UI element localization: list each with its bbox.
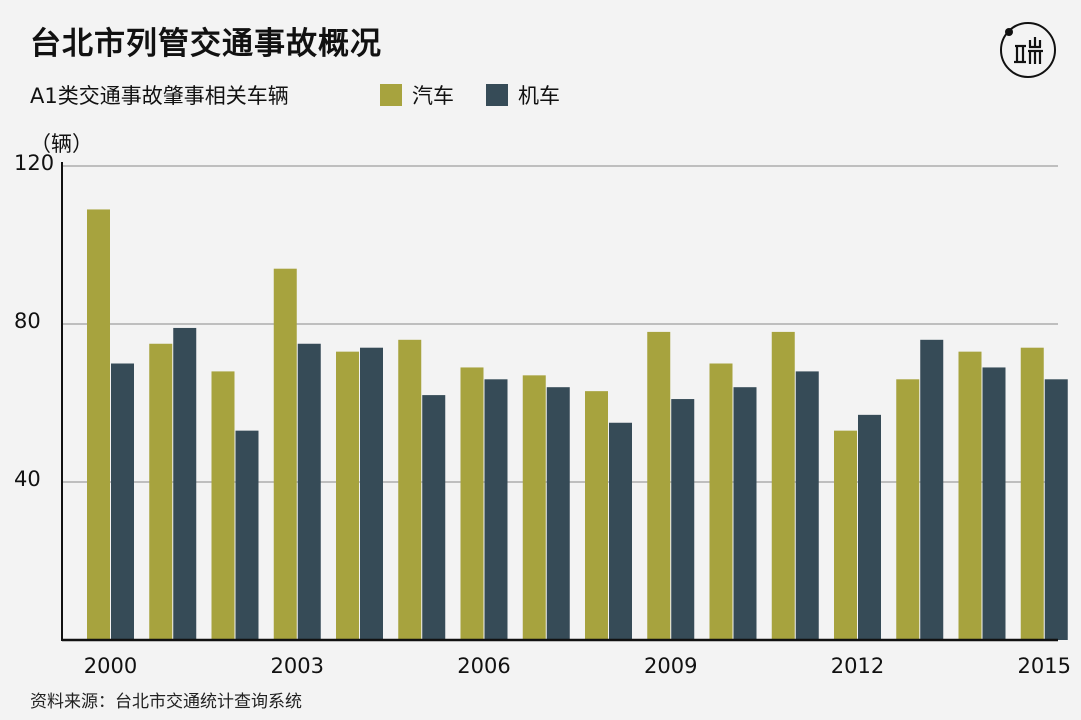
- legend-item-car: 汽车: [380, 80, 454, 110]
- bar-car-2012: [834, 430, 857, 640]
- legend: 汽车 机车: [380, 80, 592, 110]
- duan-logo-icon: [1000, 22, 1056, 78]
- bar-car-2014: [958, 351, 982, 640]
- y-tick-label-40: 40: [14, 467, 41, 491]
- bar-motorcycle-2013: [920, 339, 944, 640]
- y-tick-label-80: 80: [14, 309, 41, 333]
- legend-item-motorcycle: 机车: [486, 80, 560, 110]
- source-note: 资料来源：台北市交通统计查询系统: [30, 692, 302, 712]
- bar-motorcycle-2007: [546, 387, 570, 640]
- y-tick-label-120: 120: [14, 151, 54, 175]
- bar-motorcycle-2014: [982, 367, 1006, 640]
- bar-motorcycle-2005: [422, 395, 446, 640]
- bar-motorcycle-2003: [297, 343, 321, 640]
- legend-swatch-motorcycle: [486, 84, 508, 106]
- bar-motorcycle-2001: [173, 327, 197, 640]
- bar-car-2010: [709, 363, 733, 640]
- bar-motorcycle-2009: [671, 399, 695, 640]
- legend-label-car: 汽车: [412, 84, 454, 108]
- bar-car-2002: [211, 371, 235, 640]
- bar-car-2011: [771, 331, 795, 640]
- chart-subtitle: A1类交通事故肇事相关车辆: [30, 84, 289, 108]
- x-tick-label-2009: 2009: [644, 654, 697, 678]
- logo-dot: [1005, 28, 1013, 36]
- bar-car-2003: [273, 268, 297, 640]
- chart-title: 台北市列管交通事故概况: [30, 26, 382, 62]
- bar-car-2005: [398, 339, 422, 640]
- logo-glyph-icon: [1014, 37, 1043, 64]
- bar-motorcycle-2010: [733, 387, 757, 640]
- bar-motorcycle-2000: [111, 363, 134, 640]
- bar-motorcycle-2015: [1044, 379, 1068, 640]
- x-tick-label-2000: 2000: [84, 654, 137, 678]
- x-tick-label-2003: 2003: [271, 654, 324, 678]
- bar-car-2015: [1020, 347, 1044, 640]
- bar-motorcycle-2012: [858, 414, 881, 640]
- bar-motorcycle-2002: [235, 430, 259, 640]
- bar-car-2000: [87, 209, 110, 640]
- y-axis-unit-label: （辆）: [30, 132, 93, 156]
- bar-motorcycle-2008: [609, 422, 632, 640]
- x-tick-label-2006: 2006: [457, 654, 510, 678]
- bar-car-2009: [647, 331, 671, 640]
- bar-motorcycle-2004: [360, 347, 383, 640]
- bar-motorcycle-2011: [795, 371, 819, 640]
- bar-car-2013: [896, 379, 920, 640]
- legend-swatch-car: [380, 84, 402, 106]
- bar-car-2008: [585, 391, 608, 640]
- x-tick-label-2015: 2015: [1018, 654, 1071, 678]
- bar-car-2007: [522, 375, 546, 640]
- bar-car-2001: [149, 343, 173, 640]
- bar-car-2006: [460, 367, 484, 640]
- legend-label-motorcycle: 机车: [518, 84, 560, 108]
- x-tick-label-2012: 2012: [831, 654, 884, 678]
- bar-motorcycle-2006: [484, 379, 508, 640]
- bar-car-2004: [336, 351, 359, 640]
